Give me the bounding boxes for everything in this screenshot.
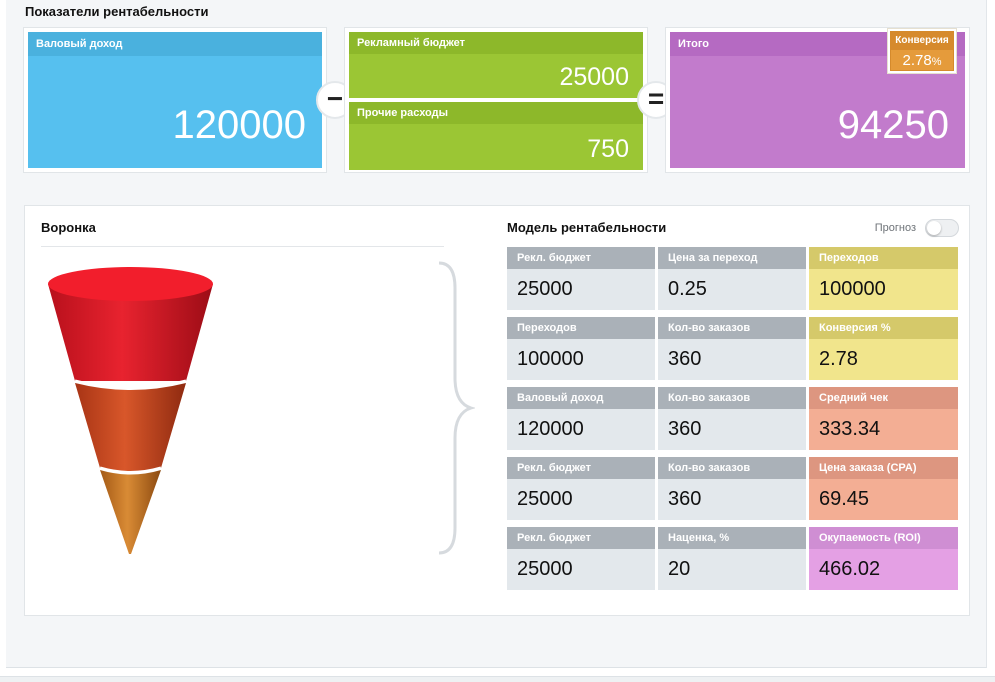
model-cell-value: 466.02	[809, 549, 958, 590]
model-cell-label: Кол-во заказов	[658, 387, 806, 409]
total-card: Итого 94250 Конверсия 2.78%	[665, 27, 970, 173]
model-row: Рекл. бюджет 25000 Наценка, % 20 Окупаемость…	[507, 527, 958, 590]
model-cell-label: Цена за переход	[658, 247, 806, 269]
model-cell-value[interactable]: 360	[658, 409, 806, 450]
model-row: Рекл. бюджет 25000 Цена за переход 0.25 Пере…	[507, 247, 958, 310]
model-cell-label: Рекл. бюджет	[507, 247, 655, 269]
costs-card: Рекламный бюджет 25000 Прочие расходы 75…	[344, 27, 648, 173]
model-cell-label: Наценка, %	[658, 527, 806, 549]
model-cell-value[interactable]: 100000	[507, 339, 655, 380]
model-cell-value[interactable]: 20	[658, 549, 806, 590]
model-cell-value: 333.34	[809, 409, 958, 450]
conversion-badge: Конверсия 2.78%	[887, 28, 957, 74]
funnel-chart	[48, 267, 213, 554]
model-cell-value: 2.78	[809, 339, 958, 380]
page-title: Показатели рентабельности	[25, 4, 209, 19]
forecast-toggle-knob[interactable]	[927, 221, 941, 235]
conversion-badge-label: Конверсия	[891, 32, 953, 50]
model-title: Модель рентабельности	[507, 220, 667, 235]
model-cell-label: Переходов	[809, 247, 958, 269]
model-cell-value[interactable]: 25000	[507, 479, 655, 520]
model-cell: Средний чек 333.34	[809, 387, 958, 450]
ad-budget-value: 25000	[559, 63, 629, 91]
cost-divider	[349, 98, 643, 102]
model-cell-value: 69.45	[809, 479, 958, 520]
model-cell: Цена за переход 0.25	[658, 247, 806, 310]
funnel-divider	[41, 246, 444, 247]
model-cell: Окупаемость (ROI) 466.02	[809, 527, 958, 590]
model-cell-value[interactable]: 25000	[507, 269, 655, 310]
model-cell-label: Рекл. бюджет	[507, 527, 655, 549]
model-cell-value[interactable]: 360	[658, 339, 806, 380]
model-cell-value[interactable]: 360	[658, 479, 806, 520]
model-cell: Конверсия % 2.78	[809, 317, 958, 380]
funnel-top-rim	[48, 267, 213, 301]
gross-income-label: Валовый доход	[28, 32, 322, 56]
other-costs-label: Прочие расходы	[349, 102, 643, 124]
model-cell-value: 100000	[809, 269, 958, 310]
model-cell: Рекл. бюджет 25000	[507, 247, 655, 310]
gross-income-card: Валовый доход 120000	[23, 27, 327, 173]
ad-budget-block: Рекламный бюджет 25000	[349, 32, 643, 98]
model-cell-value[interactable]: 0.25	[658, 269, 806, 310]
other-costs-value: 750	[587, 135, 629, 163]
brace-icon	[438, 261, 475, 555]
conversion-badge-value: 2.78	[902, 52, 932, 69]
model-cell: Цена заказа (CPA) 69.45	[809, 457, 958, 520]
model-cell-label: Переходов	[507, 317, 655, 339]
funnel-segment-middle	[75, 383, 186, 472]
model-cell-value[interactable]: 120000	[507, 409, 655, 450]
model-cell: Кол-во заказов 360	[658, 387, 806, 450]
ad-budget-label: Рекламный бюджет	[349, 32, 643, 54]
model-cell: Переходов 100000	[507, 317, 655, 380]
total-value: 94250	[837, 103, 949, 147]
gross-income-value: 120000	[172, 103, 306, 147]
model-cell: Кол-во заказов 360	[658, 457, 806, 520]
bottom-strip	[0, 676, 995, 682]
gross-income-body: 120000	[28, 56, 322, 168]
model-cell-label: Валовый доход	[507, 387, 655, 409]
model-cell: Переходов 100000	[809, 247, 958, 310]
analysis-card: Воронка	[24, 205, 970, 616]
model-cell: Рекл. бюджет 25000	[507, 527, 655, 590]
model-cell-value[interactable]: 25000	[507, 549, 655, 590]
model-grid: Рекл. бюджет 25000 Цена за переход 0.25 Пере…	[507, 247, 958, 597]
model-cell: Валовый доход 120000	[507, 387, 655, 450]
total-body: 94250	[670, 56, 965, 168]
funnel-segment-top	[48, 284, 213, 381]
forecast-toggle[interactable]: Прогноз	[875, 219, 959, 237]
model-cell-label: Конверсия %	[809, 317, 958, 339]
funnel-title: Воронка	[41, 220, 96, 235]
model-cell: Рекл. бюджет 25000	[507, 457, 655, 520]
model-cell-label: Кол-во заказов	[658, 317, 806, 339]
model-cell-label: Окупаемость (ROI)	[809, 527, 958, 549]
funnel-segment-bottom	[100, 470, 161, 554]
model-cell-label: Средний чек	[809, 387, 958, 409]
model-cell-label: Рекл. бюджет	[507, 457, 655, 479]
model-cell: Наценка, % 20	[658, 527, 806, 590]
other-costs-block: Прочие расходы 750	[349, 102, 643, 170]
forecast-label: Прогноз	[874, 222, 916, 234]
model-cell-label: Кол-во заказов	[658, 457, 806, 479]
conversion-badge-unit: %	[931, 56, 942, 68]
model-row: Переходов 100000 Кол-во заказов 360 Конверси…	[507, 317, 958, 380]
model-row: Валовый доход 120000 Кол-во заказов 360 Сред…	[507, 387, 958, 450]
model-cell: Кол-во заказов 360	[658, 317, 806, 380]
model-cell-label: Цена заказа (CPA)	[809, 457, 958, 479]
model-row: Рекл. бюджет 25000 Кол-во заказов 360 Цена з…	[507, 457, 958, 520]
